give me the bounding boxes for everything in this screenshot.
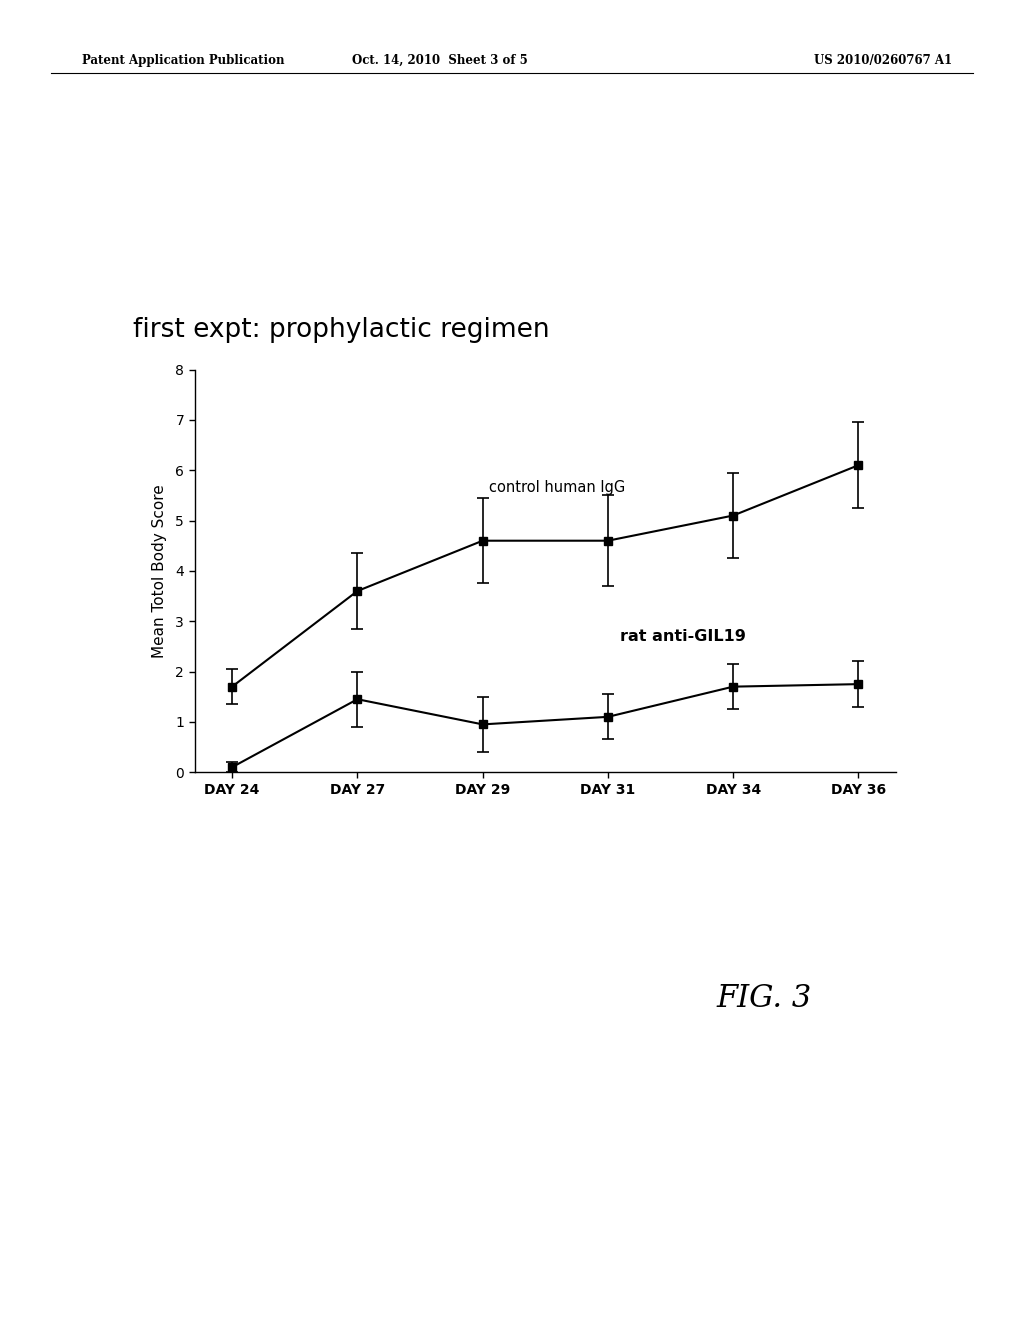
Text: FIG. 3: FIG. 3	[717, 983, 812, 1014]
Text: US 2010/0260767 A1: US 2010/0260767 A1	[814, 54, 952, 67]
Text: Oct. 14, 2010  Sheet 3 of 5: Oct. 14, 2010 Sheet 3 of 5	[352, 54, 528, 67]
Y-axis label: Mean Totol Body Score: Mean Totol Body Score	[152, 484, 167, 657]
Text: first expt: prophylactic regimen: first expt: prophylactic regimen	[133, 317, 550, 343]
Text: rat anti-GIL19: rat anti-GIL19	[621, 628, 746, 644]
Text: control human IgG: control human IgG	[488, 480, 626, 495]
Text: Patent Application Publication: Patent Application Publication	[82, 54, 285, 67]
